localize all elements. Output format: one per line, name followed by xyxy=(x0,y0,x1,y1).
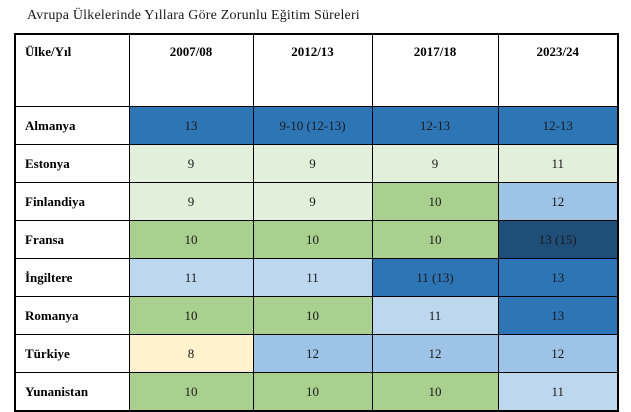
value-cell: 12-13 xyxy=(497,106,619,145)
country-cell: Estonya xyxy=(14,144,130,183)
table-title: Avrupa Ülkelerinde Yıllara Göre Zorunlu … xyxy=(27,8,360,23)
table-row-yunanistan: Yunanistan 10 10 10 11 xyxy=(14,372,619,412)
value-cell: 12-13 xyxy=(371,106,499,145)
value-cell: 12 xyxy=(497,334,619,373)
value-cell: 12 xyxy=(252,334,373,373)
table-row-turkiye: Türkiye 8 12 12 12 xyxy=(14,334,619,373)
value-cell: 10 xyxy=(128,372,254,412)
value-cell: 13 (15) xyxy=(497,220,619,259)
header-row: Ülke/Yıl 2007/08 2012/13 2017/18 2023/24 xyxy=(14,33,619,107)
value-cell: 9 xyxy=(252,182,373,221)
country-cell: Romanya xyxy=(14,296,130,335)
value-cell: 13 xyxy=(128,106,254,145)
value-cell: 9 xyxy=(128,182,254,221)
value-cell: 10 xyxy=(371,182,499,221)
value-cell: 13 xyxy=(497,296,619,335)
value-cell: 10 xyxy=(371,220,499,259)
country-cell: Finlandiya xyxy=(14,182,130,221)
value-cell: 8 xyxy=(128,334,254,373)
country-cell: Almanya xyxy=(14,106,130,145)
value-cell: 11 xyxy=(371,296,499,335)
value-cell: 10 xyxy=(128,296,254,335)
table-row-ingiltere: İngiltere 11 11 11 (13) 13 xyxy=(14,258,619,297)
value-cell: 9-10 (12-13) xyxy=(252,106,373,145)
value-cell: 11 (13) xyxy=(371,258,499,297)
value-cell: 11 xyxy=(497,372,619,412)
value-cell: 9 xyxy=(371,144,499,183)
country-cell: İngiltere xyxy=(14,258,130,297)
value-cell: 11 xyxy=(252,258,373,297)
table-row-fransa: Fransa 10 10 10 13 (15) xyxy=(14,220,619,259)
value-cell: 11 xyxy=(128,258,254,297)
value-cell: 13 xyxy=(497,258,619,297)
value-cell: 11 xyxy=(497,144,619,183)
header-2007-08: 2007/08 xyxy=(128,33,254,107)
value-cell: 12 xyxy=(497,182,619,221)
value-cell: 10 xyxy=(252,296,373,335)
value-cell: 10 xyxy=(252,372,373,412)
header-2012-13: 2012/13 xyxy=(252,33,373,107)
compulsory-education-table: Ülke/Yıl 2007/08 2012/13 2017/18 2023/24… xyxy=(14,33,619,412)
value-cell: 9 xyxy=(128,144,254,183)
country-cell: Türkiye xyxy=(14,334,130,373)
country-cell: Fransa xyxy=(14,220,130,259)
value-cell: 10 xyxy=(252,220,373,259)
value-cell: 12 xyxy=(371,334,499,373)
value-cell: 10 xyxy=(128,220,254,259)
header-country-year: Ülke/Yıl xyxy=(14,33,130,107)
value-cell: 9 xyxy=(252,144,373,183)
table-row-estonya: Estonya 9 9 9 11 xyxy=(14,144,619,183)
value-cell: 10 xyxy=(371,372,499,412)
header-2023-24: 2023/24 xyxy=(497,33,619,107)
table-row-almanya: Almanya 13 9-10 (12-13) 12-13 12-13 xyxy=(14,106,619,145)
table-row-romanya: Romanya 10 10 11 13 xyxy=(14,296,619,335)
header-2017-18: 2017/18 xyxy=(371,33,499,107)
country-cell: Yunanistan xyxy=(14,372,130,412)
table-row-finlandiya: Finlandiya 9 9 10 12 xyxy=(14,182,619,221)
